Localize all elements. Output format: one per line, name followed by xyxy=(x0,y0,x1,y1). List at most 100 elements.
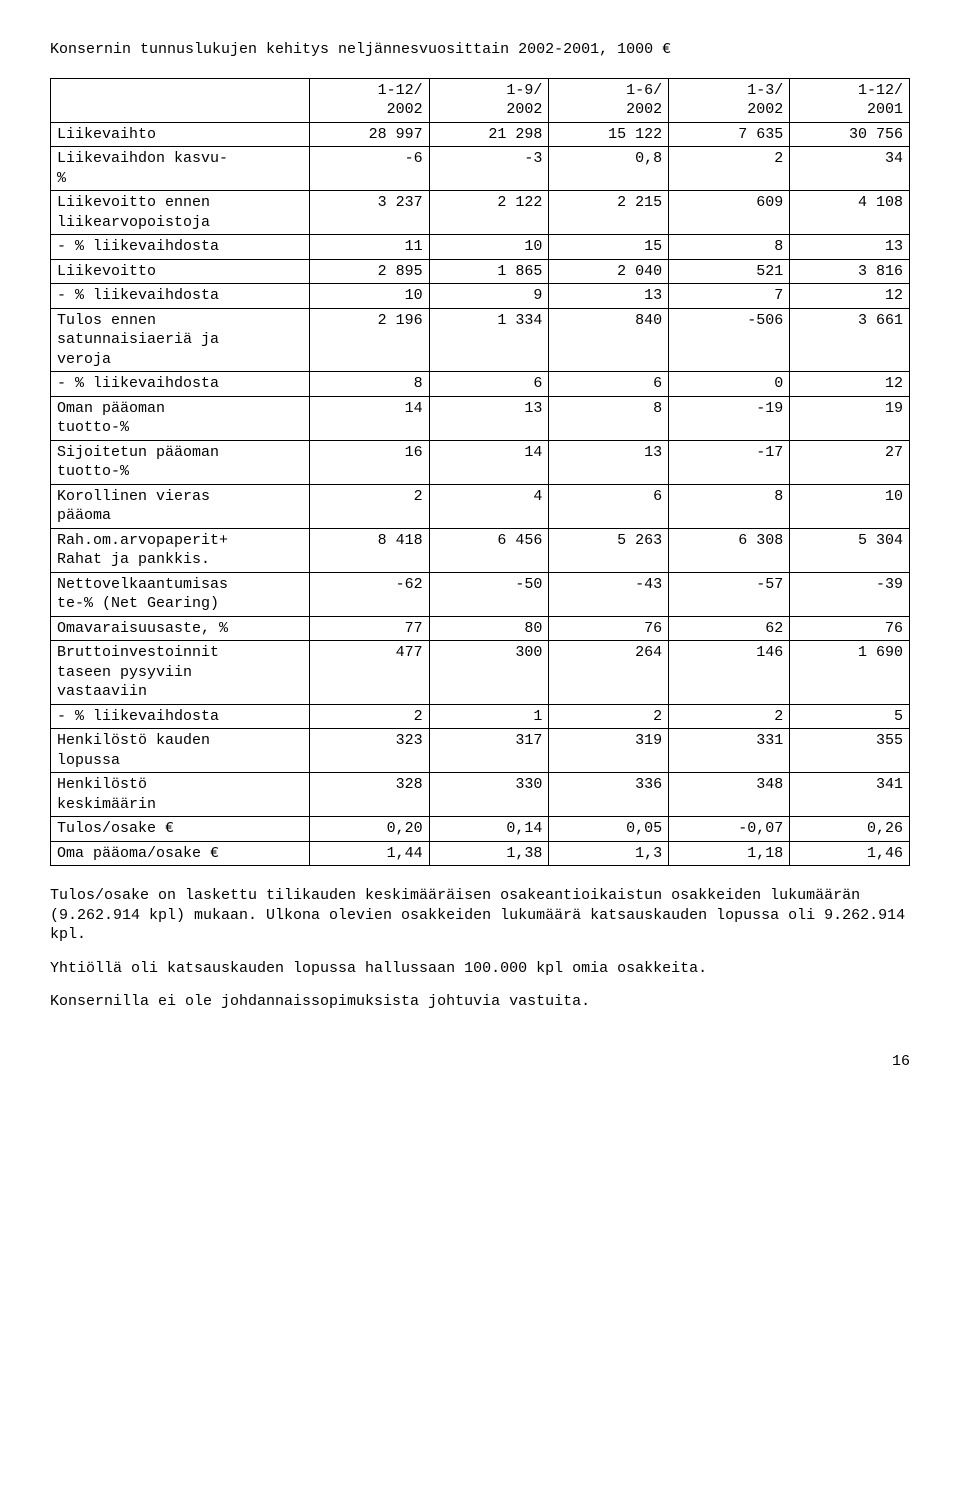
row-value: 0,26 xyxy=(790,817,910,842)
row-value: 6 xyxy=(549,372,669,397)
row-value: 2 xyxy=(669,147,790,191)
row-value: 21 298 xyxy=(429,122,549,147)
paragraph: Konsernilla ei ole johdannaissopimuksist… xyxy=(50,992,910,1012)
row-value: 12 xyxy=(790,372,910,397)
table-row: Liikevoitto ennen liikearvopoistoja3 237… xyxy=(51,191,910,235)
row-value: -3 xyxy=(429,147,549,191)
row-value: -50 xyxy=(429,572,549,616)
row-value: 8 xyxy=(309,372,429,397)
row-value: -19 xyxy=(669,396,790,440)
table-row: Oma pääoma/osake €1,441,381,31,181,46 xyxy=(51,841,910,866)
row-value: 355 xyxy=(790,729,910,773)
row-value: 34 xyxy=(790,147,910,191)
row-value: 3 816 xyxy=(790,259,910,284)
row-value: 19 xyxy=(790,396,910,440)
table-row: Korollinen vieras pääoma246810 xyxy=(51,484,910,528)
row-value: 1,3 xyxy=(549,841,669,866)
row-value: -0,07 xyxy=(669,817,790,842)
row-value: 6 456 xyxy=(429,528,549,572)
row-value: 1 690 xyxy=(790,641,910,705)
row-label: Omavaraisuusaste, % xyxy=(51,616,310,641)
row-value: 317 xyxy=(429,729,549,773)
table-row: Tulos/osake €0,200,140,05-0,070,26 xyxy=(51,817,910,842)
table-row: - % liikevaihdosta21225 xyxy=(51,704,910,729)
row-value: 16 xyxy=(309,440,429,484)
row-label: - % liikevaihdosta xyxy=(51,372,310,397)
row-value: 4 108 xyxy=(790,191,910,235)
row-label: Rah.om.arvopaperit+ Rahat ja pankkis. xyxy=(51,528,310,572)
table-row: Liikevaihto28 99721 29815 1227 63530 756 xyxy=(51,122,910,147)
row-value: -506 xyxy=(669,308,790,372)
row-label: - % liikevaihdosta xyxy=(51,284,310,309)
table-row: Henkilöstö keskimäärin328330336348341 xyxy=(51,773,910,817)
table-row: Liikevoitto2 8951 8652 0405213 816 xyxy=(51,259,910,284)
row-value: -57 xyxy=(669,572,790,616)
row-value: 6 308 xyxy=(669,528,790,572)
financial-table: 1-12/ 20021-9/ 20021-6/ 20021-3/ 20021-1… xyxy=(50,78,910,867)
row-value: 8 xyxy=(549,396,669,440)
row-value: 8 xyxy=(669,484,790,528)
paragraph: Tulos/osake on laskettu tilikauden keski… xyxy=(50,886,910,945)
row-value: -62 xyxy=(309,572,429,616)
row-label: Henkilöstö kauden lopussa xyxy=(51,729,310,773)
table-row: Bruttoinvestoinnit taseen pysyviin vasta… xyxy=(51,641,910,705)
row-label: Oma pääoma/osake € xyxy=(51,841,310,866)
row-value: 2 040 xyxy=(549,259,669,284)
table-row: - % liikevaihdosta111015813 xyxy=(51,235,910,260)
row-value: 1,44 xyxy=(309,841,429,866)
row-value: 319 xyxy=(549,729,669,773)
row-value: 2 xyxy=(309,484,429,528)
row-value: 0,8 xyxy=(549,147,669,191)
table-header-cell: 1-12/ 2002 xyxy=(309,78,429,122)
row-label: Liikevaihto xyxy=(51,122,310,147)
row-value: 331 xyxy=(669,729,790,773)
row-value: 521 xyxy=(669,259,790,284)
row-value: 336 xyxy=(549,773,669,817)
row-label: Tulos/osake € xyxy=(51,817,310,842)
row-value: 609 xyxy=(669,191,790,235)
row-label: Sijoitetun pääoman tuotto-% xyxy=(51,440,310,484)
row-value: 7 xyxy=(669,284,790,309)
row-value: 76 xyxy=(790,616,910,641)
row-value: 8 418 xyxy=(309,528,429,572)
row-value: 5 xyxy=(790,704,910,729)
row-value: 77 xyxy=(309,616,429,641)
row-value: 2 122 xyxy=(429,191,549,235)
row-value: 1,18 xyxy=(669,841,790,866)
row-value: 2 895 xyxy=(309,259,429,284)
row-value: 0 xyxy=(669,372,790,397)
row-value: 2 xyxy=(309,704,429,729)
row-value: 328 xyxy=(309,773,429,817)
row-value: 146 xyxy=(669,641,790,705)
row-label: Oman pääoman tuotto-% xyxy=(51,396,310,440)
row-value: -6 xyxy=(309,147,429,191)
row-value: 80 xyxy=(429,616,549,641)
row-label: Liikevaihdon kasvu- % xyxy=(51,147,310,191)
row-value: 5 263 xyxy=(549,528,669,572)
row-value: 28 997 xyxy=(309,122,429,147)
row-value: 0,05 xyxy=(549,817,669,842)
row-value: 3 237 xyxy=(309,191,429,235)
row-value: 6 xyxy=(429,372,549,397)
table-row: Sijoitetun pääoman tuotto-%161413-1727 xyxy=(51,440,910,484)
row-value: 62 xyxy=(669,616,790,641)
row-value: 13 xyxy=(549,440,669,484)
row-value: 11 xyxy=(309,235,429,260)
row-value: 3 661 xyxy=(790,308,910,372)
row-value: 264 xyxy=(549,641,669,705)
row-value: 15 xyxy=(549,235,669,260)
row-value: 2 215 xyxy=(549,191,669,235)
table-row: - % liikevaihdosta866012 xyxy=(51,372,910,397)
row-label: - % liikevaihdosta xyxy=(51,235,310,260)
row-value: 4 xyxy=(429,484,549,528)
table-header-cell: 1-3/ 2002 xyxy=(669,78,790,122)
row-label: - % liikevaihdosta xyxy=(51,704,310,729)
row-label: Tulos ennen satunnaisiaeriä ja veroja xyxy=(51,308,310,372)
table-header-empty xyxy=(51,78,310,122)
row-value: -43 xyxy=(549,572,669,616)
row-value: 1,38 xyxy=(429,841,549,866)
row-label: Henkilöstö keskimäärin xyxy=(51,773,310,817)
row-label: Liikevoitto ennen liikearvopoistoja xyxy=(51,191,310,235)
row-value: 300 xyxy=(429,641,549,705)
table-row: Tulos ennen satunnaisiaeriä ja veroja2 1… xyxy=(51,308,910,372)
